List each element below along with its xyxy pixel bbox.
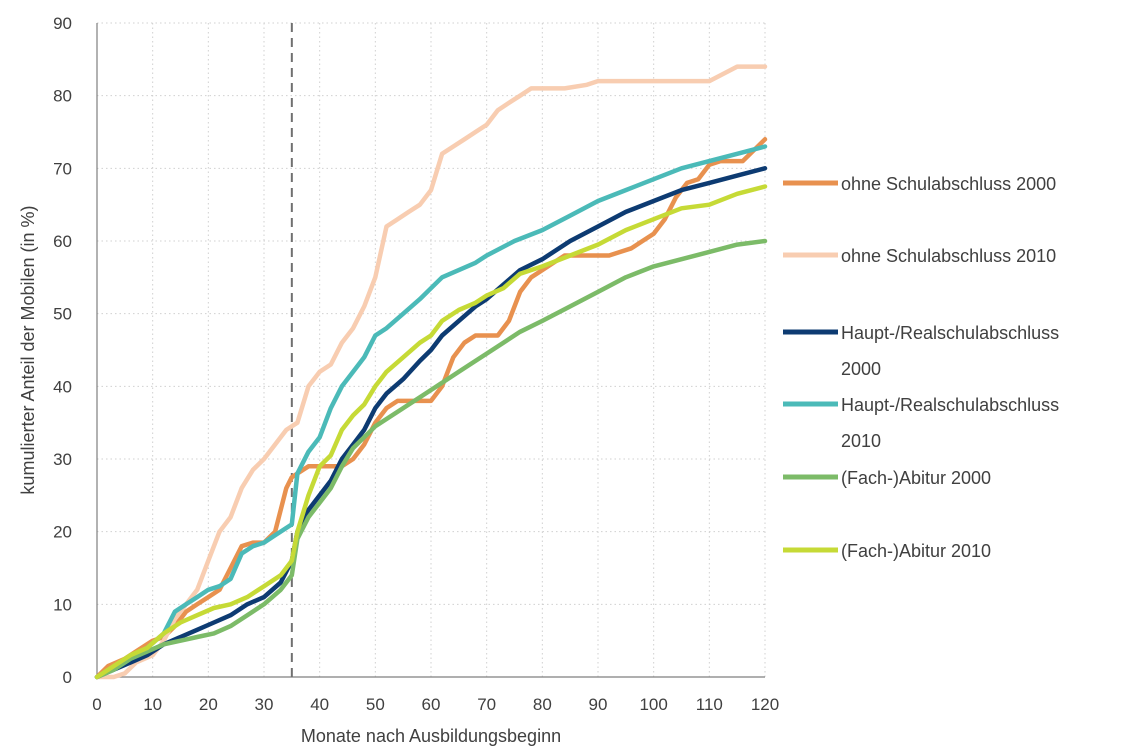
- series-line-3: [94, 166, 768, 680]
- legend-label-5: (Fach-)Abitur 2000: [841, 468, 991, 488]
- x-tick-labels: 0 10 20 30 40 50 60 70 80 90 100 110 120: [92, 695, 779, 714]
- y-tick-label: 20: [53, 523, 72, 542]
- x-tick-label: 50: [366, 695, 385, 714]
- y-tick-label: 40: [53, 377, 72, 396]
- legend-label-3: 2000: [841, 359, 881, 379]
- x-tick-label: 30: [255, 695, 274, 714]
- grid: [97, 22, 766, 677]
- legend: ohne Schulabschluss 2000 ohne Schulabschl…: [783, 174, 1059, 561]
- y-tick-labels: 0 10 20 30 40 50 60 70 80 90: [53, 14, 72, 687]
- y-tick-label: 90: [53, 14, 72, 33]
- x-tick-label: 120: [751, 695, 779, 714]
- series-line-2: [94, 64, 768, 680]
- legend-label-1: ohne Schulabschluss 2000: [841, 174, 1056, 194]
- y-tick-label: 10: [53, 595, 72, 614]
- x-tick-label: 110: [696, 695, 723, 714]
- x-tick-label: 10: [143, 695, 162, 714]
- x-tick-label: 40: [310, 695, 329, 714]
- y-tick-label: 70: [53, 159, 72, 178]
- legend-label-3: Haupt-/Realschulabschluss: [841, 323, 1059, 343]
- series-line-6: [94, 184, 768, 680]
- series-line-4: [94, 144, 768, 680]
- legend-label-2: ohne Schulabschluss 2010: [841, 246, 1056, 266]
- series-group: [94, 64, 768, 680]
- y-axis-title: kumulierter Anteil der Mobilen (in %): [18, 205, 38, 494]
- x-axis-title: Monate nach Ausbildungsbeginn: [301, 726, 561, 746]
- y-tick-label: 80: [53, 87, 72, 106]
- legend-label-6: (Fach-)Abitur 2010: [841, 541, 991, 561]
- x-tick-label: 90: [589, 695, 608, 714]
- legend-label-4: Haupt-/Realschulabschluss: [841, 395, 1059, 415]
- x-tick-label: 70: [477, 695, 496, 714]
- x-tick-label: 80: [533, 695, 552, 714]
- x-tick-label: 20: [199, 695, 218, 714]
- x-tick-label: 100: [639, 695, 667, 714]
- y-tick-label: 50: [53, 305, 72, 324]
- x-tick-label: 0: [92, 695, 101, 714]
- y-tick-label: 30: [53, 450, 72, 469]
- y-tick-label: 0: [63, 668, 72, 687]
- series-line-5: [94, 238, 768, 680]
- y-tick-label: 60: [53, 232, 72, 251]
- series-line-1: [94, 137, 768, 680]
- x-tick-label: 60: [422, 695, 441, 714]
- legend-label-4: 2010: [841, 431, 881, 451]
